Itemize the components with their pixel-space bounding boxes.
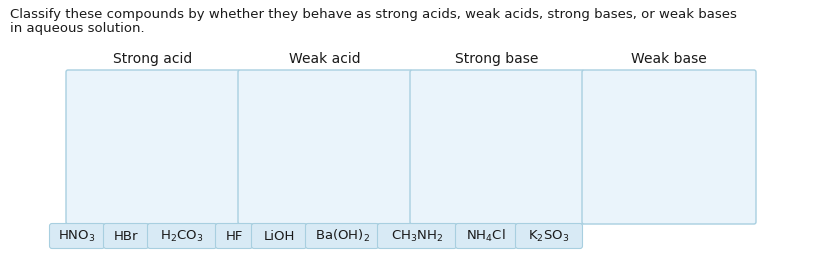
FancyBboxPatch shape [516,224,583,248]
Text: Strong acid: Strong acid [113,52,192,66]
Text: Weak base: Weak base [631,52,707,66]
Text: LiOH: LiOH [263,229,295,242]
Text: H$_2$CO$_3$: H$_2$CO$_3$ [161,228,204,243]
FancyBboxPatch shape [104,224,148,248]
Text: CH$_3$NH$_2$: CH$_3$NH$_2$ [391,228,443,243]
FancyBboxPatch shape [148,224,217,248]
FancyBboxPatch shape [377,224,456,248]
FancyBboxPatch shape [66,70,240,224]
FancyBboxPatch shape [238,70,412,224]
Text: NH$_4$Cl: NH$_4$Cl [466,228,506,244]
FancyBboxPatch shape [50,224,104,248]
Text: Strong base: Strong base [456,52,539,66]
Text: in aqueous solution.: in aqueous solution. [10,22,144,35]
Text: HF: HF [225,229,243,242]
FancyBboxPatch shape [410,70,584,224]
FancyBboxPatch shape [456,224,517,248]
Text: Classify these compounds by whether they behave as strong acids, weak acids, str: Classify these compounds by whether they… [10,8,737,21]
Text: Weak acid: Weak acid [289,52,361,66]
FancyBboxPatch shape [582,70,756,224]
Text: HBr: HBr [114,229,139,242]
Text: K$_2$SO$_3$: K$_2$SO$_3$ [528,228,570,243]
FancyBboxPatch shape [306,224,378,248]
FancyBboxPatch shape [252,224,306,248]
FancyBboxPatch shape [215,224,253,248]
Text: HNO$_3$: HNO$_3$ [58,228,96,243]
Text: Ba(OH)$_2$: Ba(OH)$_2$ [315,228,369,244]
